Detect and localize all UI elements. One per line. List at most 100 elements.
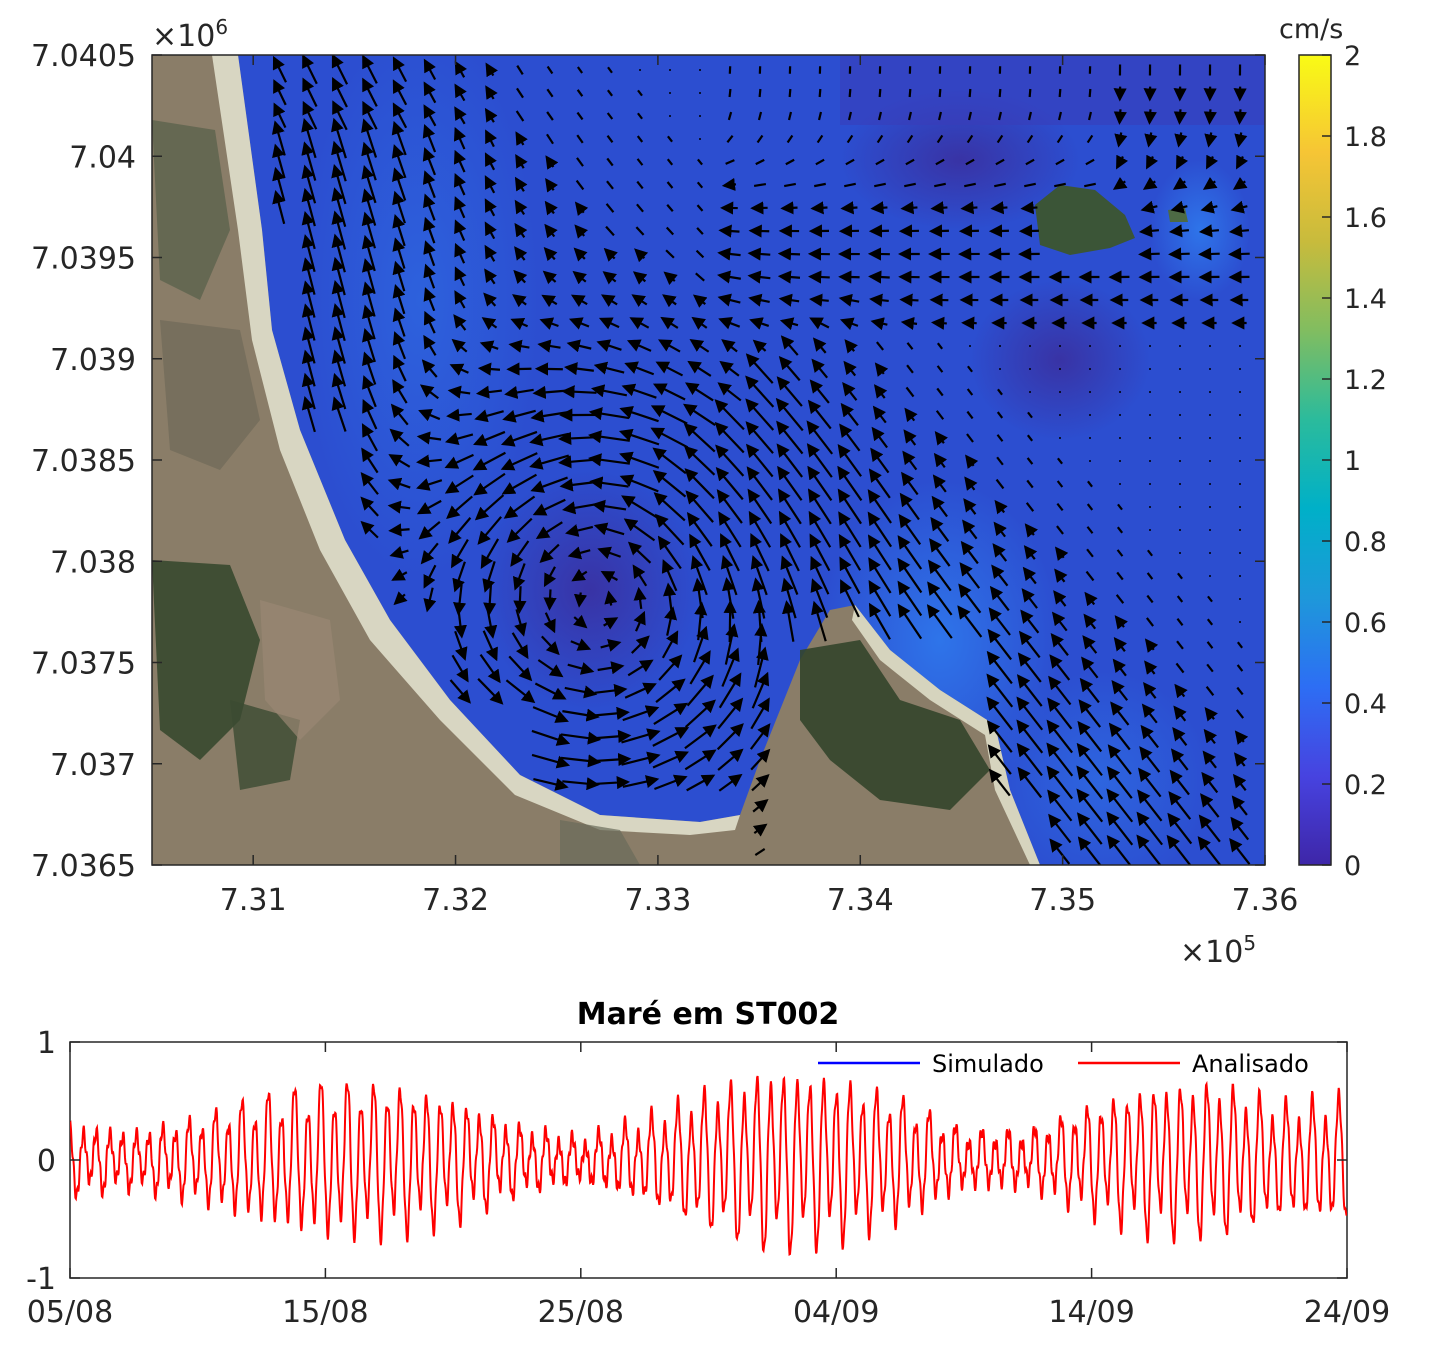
quiver-arrow <box>652 727 690 747</box>
quiver-arrow <box>872 405 887 424</box>
quiver-arrow <box>1176 154 1189 170</box>
quiver-arrow <box>420 542 439 565</box>
quiver-arrow <box>482 630 498 662</box>
quiver-arrow <box>1057 457 1063 465</box>
quiver-arrow <box>699 115 701 117</box>
quiver-arrow <box>776 420 804 455</box>
map-x-tick-label: 7.32 <box>422 883 489 918</box>
quiver-arrow <box>995 158 1005 166</box>
quiver-arrow <box>967 111 973 121</box>
quiver-arrow <box>570 294 588 308</box>
quiver-arrow <box>905 386 915 398</box>
quiver-arrow <box>750 697 770 730</box>
quiver-arrow <box>1143 109 1157 125</box>
quiver-arrow <box>483 584 497 617</box>
quiver-arrow <box>930 516 950 542</box>
quiver-arrow <box>718 317 741 330</box>
quiver-arrow <box>901 471 919 496</box>
quiver-arrow <box>423 564 437 589</box>
quiver-arrow <box>1209 529 1211 531</box>
quiver-arrow <box>653 702 689 726</box>
quiver-arrow <box>806 443 833 478</box>
map-x-exponent: ×105 <box>1180 931 1256 970</box>
quiver-arrow <box>453 607 467 639</box>
quiver-arrow <box>1232 176 1248 190</box>
quiver-arrow <box>1149 437 1151 439</box>
quiver-arrow <box>934 431 948 446</box>
quiver-arrow <box>1029 391 1031 393</box>
quiver-arrow <box>590 729 632 743</box>
quiver-arrow <box>546 88 554 98</box>
quiver-arrow <box>846 134 854 144</box>
quiver-arrow <box>868 602 891 640</box>
quiver-arrow <box>545 177 559 193</box>
quiver-arrow <box>754 848 766 856</box>
quiver-arrow <box>1239 345 1241 347</box>
quiver-arrow <box>532 706 569 723</box>
quiver-arrow <box>1047 789 1073 822</box>
quiver-arrow <box>627 541 652 564</box>
quiver-arrow <box>422 170 436 199</box>
quiver-arrow <box>650 427 689 449</box>
quiver-arrow <box>749 317 770 330</box>
quiver-arrow <box>474 494 505 521</box>
quiver-arrow <box>1146 572 1154 580</box>
colorbar-tick-label: 1.2 <box>1344 365 1387 396</box>
quiver-arrow <box>449 679 471 704</box>
quiver-arrow <box>477 678 504 705</box>
quiver-arrow <box>574 201 589 216</box>
quiver-arrow <box>631 635 650 654</box>
quiver-arrow <box>1179 437 1181 439</box>
quiver-arrow <box>544 223 558 239</box>
quiver-arrow <box>1209 460 1211 462</box>
quiver-arrow <box>1016 742 1043 777</box>
quiver-arrow <box>1230 200 1248 214</box>
quiver-arrow <box>1112 176 1128 190</box>
quiver-arrow <box>654 774 688 791</box>
quiver-arrow <box>362 100 378 130</box>
quiver-arrow <box>807 488 832 525</box>
quiver-arrow <box>418 409 441 422</box>
quiver-arrow <box>1239 391 1241 393</box>
quiver-arrow <box>444 474 474 494</box>
quiver-arrow <box>636 203 644 213</box>
quiver-arrow <box>753 646 769 688</box>
quiver-arrow <box>695 249 705 259</box>
quiver-arrow <box>966 433 974 443</box>
quiver-arrow <box>576 134 584 144</box>
quiver-arrow <box>786 134 794 144</box>
quiver-arrow <box>808 270 830 284</box>
quiver-arrow <box>967 365 973 373</box>
quiver-arrow <box>621 728 661 744</box>
quiver-arrow <box>990 201 1008 215</box>
map-x-tick-label: 7.35 <box>1029 883 1096 918</box>
quiver-arrow <box>809 379 830 404</box>
map-y-tick-label: 7.04 <box>69 140 136 175</box>
quiver-arrow <box>807 465 833 502</box>
legend-analisado-label: Analisado <box>1192 1050 1309 1078</box>
quiver-arrow <box>783 182 797 188</box>
quiver-arrow <box>1047 697 1073 730</box>
quiver-arrow <box>1046 742 1074 777</box>
quiver-arrow <box>393 591 408 606</box>
quiver-arrow <box>1016 719 1044 754</box>
quiver-arrow <box>444 432 474 446</box>
quiver-arrow <box>537 659 564 678</box>
quiver-arrow <box>389 428 410 447</box>
quiver-arrow <box>452 561 466 593</box>
quiver-arrow <box>1106 834 1132 865</box>
quiver-arrow <box>606 180 614 190</box>
quiver-arrow <box>814 182 826 188</box>
quiver-arrow <box>1207 595 1213 603</box>
quiver-arrow <box>626 339 652 352</box>
quiver-arrow <box>868 270 890 284</box>
quiver-arrow <box>809 533 831 572</box>
quiver-arrow <box>332 100 348 131</box>
quiver-arrow <box>597 661 625 675</box>
quiver-arrow <box>474 409 504 423</box>
tide-y-tick-label: 0 <box>37 1144 56 1179</box>
quiver-arrow <box>636 158 644 166</box>
quiver-arrow <box>506 362 532 376</box>
quiver-arrow <box>1048 675 1072 706</box>
quiver-arrow <box>508 655 533 682</box>
